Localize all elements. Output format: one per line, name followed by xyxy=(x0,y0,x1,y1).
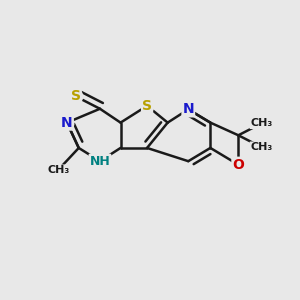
Text: S: S xyxy=(142,99,152,113)
Text: CH₃: CH₃ xyxy=(250,142,272,152)
Text: O: O xyxy=(232,158,244,172)
Text: CH₃: CH₃ xyxy=(250,118,272,128)
Text: NH: NH xyxy=(90,155,110,168)
Text: N: N xyxy=(61,116,73,130)
Text: S: S xyxy=(71,89,81,103)
Text: N: N xyxy=(182,102,194,116)
Text: CH₃: CH₃ xyxy=(47,165,69,175)
